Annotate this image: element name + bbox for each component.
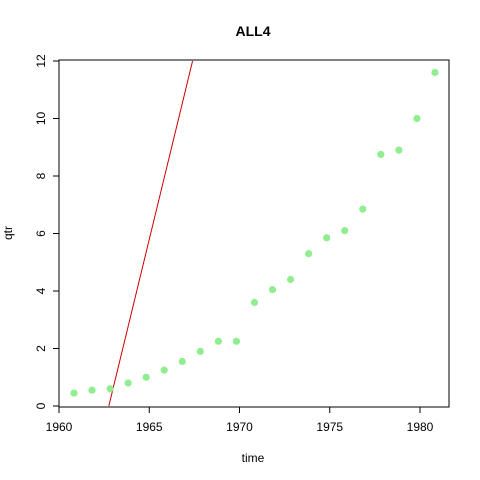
data-point: [395, 146, 403, 154]
y-tick-label: 6: [34, 230, 48, 237]
data-point: [250, 298, 259, 307]
plot-frame: [58, 59, 450, 408]
y-tick-label: 12: [34, 54, 48, 68]
trend-line: [108, 60, 194, 407]
x-axis-label: time: [242, 451, 265, 465]
x-tick-label: 1970: [226, 420, 253, 434]
data-point: [106, 385, 114, 393]
data-point: [232, 337, 241, 345]
data-point: [341, 227, 349, 235]
chart-title: ALL4: [236, 23, 271, 39]
data-point: [268, 285, 277, 294]
x-tick-label: 1980: [407, 420, 434, 434]
data-point: [413, 114, 421, 123]
data-point: [70, 389, 78, 397]
x-tick-label: 1975: [316, 420, 343, 434]
data-point: [286, 275, 295, 284]
data-point: [142, 373, 150, 381]
data-point: [377, 150, 385, 159]
y-tick-label: 4: [34, 287, 48, 294]
data-point: [196, 347, 204, 355]
x-tick-label: 1965: [136, 420, 163, 434]
y-tick-label: 10: [34, 112, 48, 126]
data-point: [359, 205, 367, 213]
y-tick-label: 2: [34, 345, 48, 352]
data-point: [160, 366, 168, 374]
data-point: [305, 250, 313, 258]
data-point: [214, 337, 222, 345]
data-point: [178, 357, 186, 366]
y-axis-label: qtr: [1, 226, 15, 240]
data-point: [88, 386, 96, 394]
data-point: [323, 234, 331, 242]
x-tick-label: 1960: [46, 420, 73, 434]
data-point: [431, 68, 439, 77]
data-point: [124, 379, 132, 387]
y-tick-label: 8: [34, 172, 48, 179]
y-tick-label: 0: [34, 402, 48, 409]
